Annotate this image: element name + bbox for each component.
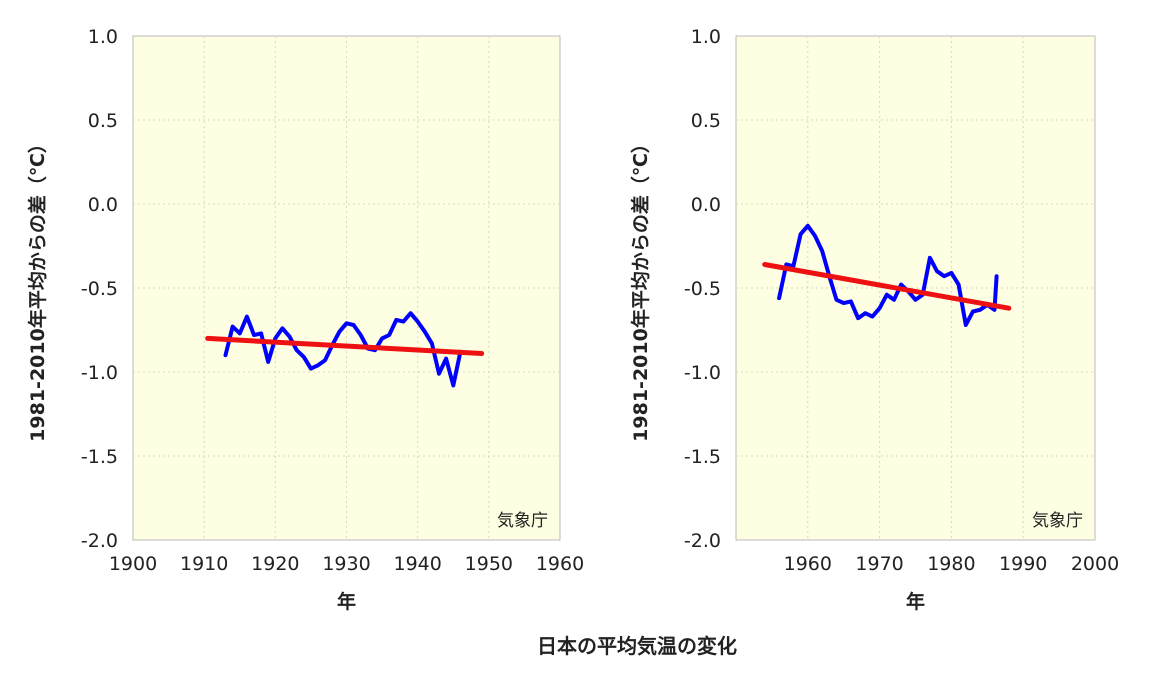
- x-axis-label: 年: [906, 590, 925, 613]
- y-tick-label: -1.0: [81, 362, 118, 384]
- y-tick-label: -2.0: [684, 530, 721, 552]
- y-tick-label: -1.0: [684, 362, 721, 384]
- x-tick-label: 1920: [251, 553, 299, 575]
- y-axis-label: 1981-2010年平均からの差（℃）: [629, 134, 652, 442]
- y-tick-label: 0.0: [88, 194, 118, 216]
- x-tick-label: 1910: [180, 553, 228, 575]
- y-tick-label: -1.5: [684, 446, 721, 468]
- y-tick-label: 0.5: [691, 110, 721, 132]
- x-tick-label: 2000: [1071, 553, 1119, 575]
- y-tick-label: -0.5: [81, 278, 118, 300]
- y-axis-label: 1981-2010年平均からの差（℃）: [26, 134, 49, 442]
- y-tick-label: -2.0: [81, 530, 118, 552]
- y-tick-label: -1.5: [81, 446, 118, 468]
- trend-line: [205, 335, 485, 356]
- y-tick-label: 1.0: [88, 26, 118, 48]
- x-axis-label: 年: [337, 590, 356, 613]
- credit-label: 気象庁: [1032, 511, 1083, 531]
- temperature-anomaly-line: [777, 223, 999, 327]
- x-tick-label: 1930: [322, 553, 370, 575]
- chart-panel-1951-2000: 1960 1970 1980 1990 2000 1.0 0.5 0.0 -0.5 -1.0 -1.…: [629, 26, 1119, 613]
- plot-area: [735, 35, 1096, 541]
- y-tick-label: -0.5: [684, 278, 721, 300]
- y-tick-label: 1.0: [691, 26, 721, 48]
- x-tick-label: 1900: [109, 553, 157, 575]
- trend-line: [762, 262, 1012, 311]
- credit-label: 気象庁: [497, 511, 548, 531]
- temperature-anomaly-line: [223, 311, 463, 388]
- x-tick-label: 1990: [999, 553, 1047, 575]
- y-tick-label: 0.5: [88, 110, 118, 132]
- x-tick-label: 1950: [465, 553, 513, 575]
- x-tick-label: 1960: [536, 553, 584, 575]
- y-tick-label: 0.0: [691, 194, 721, 216]
- x-tick-label: 1940: [393, 553, 441, 575]
- chart-panel-1901-1950: 1900 1910 1920 1930 1940 1950 1960 1.0 0.5 0.0 -0.…: [26, 26, 584, 613]
- x-tick-label: 1960: [784, 553, 832, 575]
- x-tick-label: 1970: [855, 553, 903, 575]
- x-tick-label: 1980: [927, 553, 975, 575]
- figure-title: 日本の平均気温の変化: [537, 634, 737, 658]
